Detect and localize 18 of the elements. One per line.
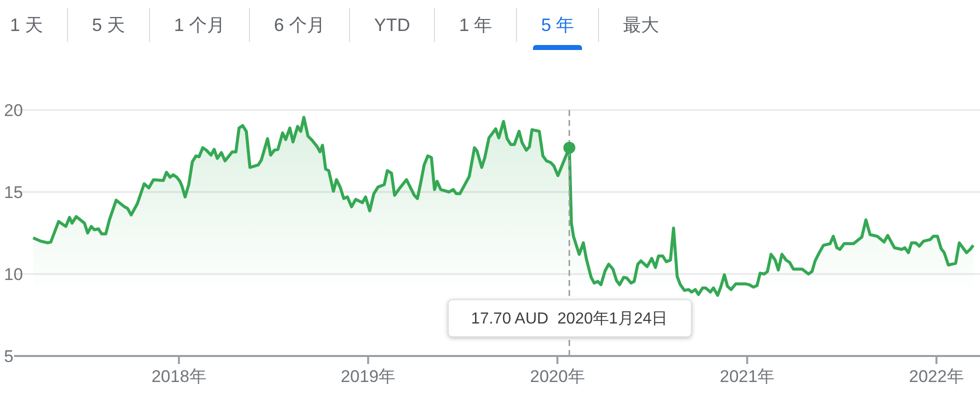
text: 1 年 bbox=[459, 14, 492, 37]
x-tick-label: 2018年 bbox=[151, 367, 206, 386]
text: 5 年 bbox=[541, 14, 574, 37]
text: 1 个月 bbox=[174, 14, 226, 37]
x-tick-label: 2019年 bbox=[340, 367, 396, 386]
y-tick-label: 15 bbox=[4, 183, 23, 202]
text: 最大 bbox=[623, 14, 660, 37]
text: 5 天 bbox=[92, 14, 126, 37]
text: YTD bbox=[374, 14, 410, 36]
x-tick-label: 2020年 bbox=[530, 367, 585, 386]
y-tick-label: 20 bbox=[4, 101, 23, 120]
y-tick-label: 10 bbox=[4, 265, 23, 284]
text: 1 天 bbox=[10, 14, 44, 37]
annotation: 17.70 AUD 2020年1月24日 bbox=[471, 310, 668, 328]
y-tick-label: 5 bbox=[4, 347, 14, 366]
text: 6 个月 bbox=[274, 14, 326, 37]
x-tick-label: 2021年 bbox=[720, 367, 775, 386]
x-tick-label: 2022年 bbox=[909, 367, 964, 386]
